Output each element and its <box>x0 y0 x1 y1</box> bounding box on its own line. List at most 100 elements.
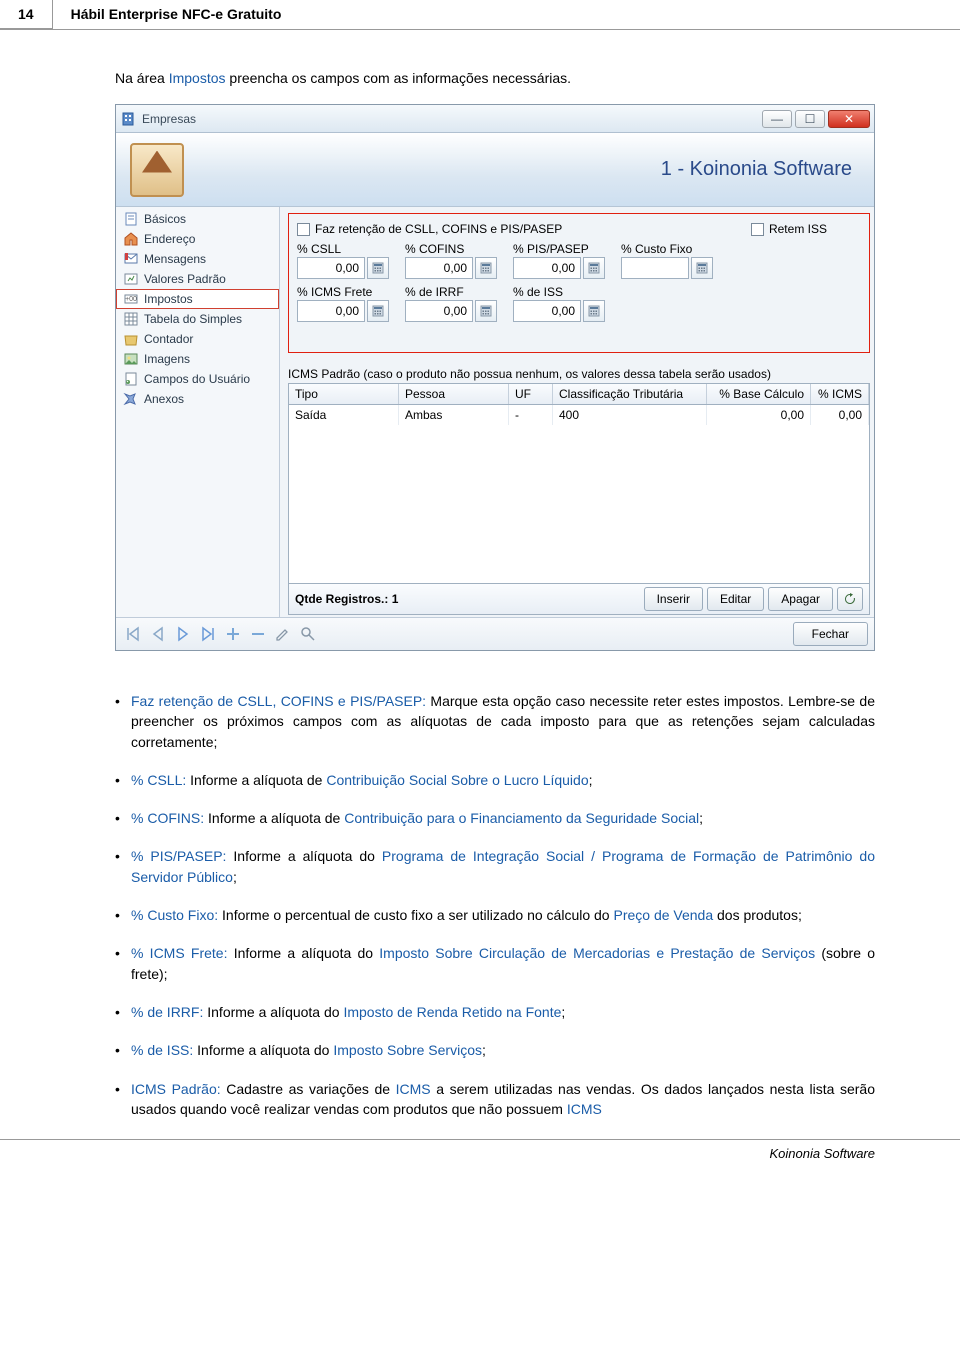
close-button[interactable]: ✕ <box>828 110 870 128</box>
calculator-icon[interactable] <box>475 300 497 322</box>
checkbox-retencao-label: Faz retenção de CSLL, COFINS e PIS/PASEP <box>315 222 562 236</box>
sidebar-item-tabela-do-simples[interactable]: Tabela do Simples <box>116 309 279 329</box>
banner: 1 - Koinonia Software <box>116 133 874 207</box>
sidebar-item-campos-do-usuário[interactable]: Campos do Usuário <box>116 369 279 389</box>
sidebar-item-label: Tabela do Simples <box>144 312 242 326</box>
sidebar: Básicos Endereço Mensagens Valores Padrão +0… <box>116 207 280 617</box>
sidebar-item-label: Básicos <box>144 212 186 226</box>
sidebar-item-básicos[interactable]: Básicos <box>116 209 279 229</box>
sidebar-item-valores-padrão[interactable]: Valores Padrão <box>116 269 279 289</box>
grid-col-pessoa[interactable]: Pessoa <box>399 384 509 404</box>
close-window-button[interactable]: Fechar <box>793 622 868 646</box>
sidebar-item-anexos[interactable]: Anexos <box>116 389 279 409</box>
add-icon[interactable] <box>222 622 244 646</box>
last-icon[interactable] <box>197 622 219 646</box>
sidebar-icon <box>123 391 139 407</box>
refresh-button[interactable] <box>837 587 863 611</box>
calculator-icon[interactable] <box>583 257 605 279</box>
first-icon[interactable] <box>122 622 144 646</box>
list-item: Faz retenção de CSLL, COFINS e PIS/PASEP… <box>115 691 875 752</box>
calculator-icon[interactable] <box>583 300 605 322</box>
field-label: % de ISS <box>513 285 621 299</box>
field-label: % de IRRF <box>405 285 513 299</box>
edit-button[interactable]: Editar <box>707 587 764 611</box>
prev-icon[interactable] <box>147 622 169 646</box>
sidebar-item-label: Campos do Usuário <box>144 372 250 386</box>
field-label: % CSLL <box>297 242 405 256</box>
search-icon[interactable] <box>297 622 319 646</box>
sidebar-item-mensagens[interactable]: Mensagens <box>116 249 279 269</box>
grid-col-tipo[interactable]: Tipo <box>289 384 399 404</box>
calculator-icon[interactable] <box>367 257 389 279</box>
sidebar-item-impostos[interactable]: +00Impostos <box>116 289 279 309</box>
sidebar-icon <box>123 331 139 347</box>
checkbox-retem-iss[interactable] <box>751 223 764 236</box>
sidebar-item-label: Mensagens <box>144 252 206 266</box>
grid-col-uf[interactable]: UF <box>509 384 553 404</box>
checkbox-retencao[interactable] <box>297 223 310 236</box>
grid-col-icms[interactable]: % ICMS <box>811 384 869 404</box>
grid-body: Saída Ambas - 400 0,00 0,00 <box>289 405 869 583</box>
list-item: ICMS Padrão: Cadastre as variações de IC… <box>115 1079 875 1120</box>
banner-text: 1 - Koinonia Software <box>184 158 860 181</box>
calculator-icon[interactable] <box>475 257 497 279</box>
table-row[interactable]: Saída Ambas - 400 0,00 0,00 <box>289 405 869 425</box>
grid-col-class[interactable]: Classificação Tributária <box>553 384 707 404</box>
sidebar-icon <box>123 351 139 367</box>
field-label: % PIS/PASEP <box>513 242 621 256</box>
list-item: % PIS/PASEP: Informe a alíquota do Progr… <box>115 846 875 887</box>
input-row-1 <box>297 257 861 279</box>
sidebar-icon <box>123 251 139 267</box>
highlighted-panel: Faz retenção de CSLL, COFINS e PIS/PASEP… <box>288 213 870 353</box>
list-item: % Custo Fixo: Informe o percentual de cu… <box>115 905 875 925</box>
grid-footer: Qtde Registros.: 1 Inserir Editar Apagar <box>289 583 869 614</box>
label-row-2: % ICMS Frete% de IRRF% de ISS <box>297 285 861 299</box>
percent-input[interactable] <box>513 300 581 322</box>
sidebar-item-label: Imagens <box>144 352 190 366</box>
icms-grid: Tipo Pessoa UF Classificação Tributária … <box>288 383 870 615</box>
list-item: % de IRRF: Informe a alíquota do Imposto… <box>115 1002 875 1022</box>
sidebar-icon <box>123 211 139 227</box>
list-item: % de ISS: Informe a alíquota do Imposto … <box>115 1040 875 1060</box>
maximize-button[interactable]: ☐ <box>795 110 825 128</box>
sidebar-item-label: Anexos <box>144 392 184 406</box>
sidebar-item-label: Valores Padrão <box>144 272 226 286</box>
sidebar-item-label: Contador <box>144 332 193 346</box>
sidebar-item-imagens[interactable]: Imagens <box>116 349 279 369</box>
percent-input[interactable] <box>513 257 581 279</box>
intro-link: Impostos <box>169 70 226 86</box>
calculator-icon[interactable] <box>367 300 389 322</box>
window-title: Empresas <box>142 112 759 126</box>
delete-button[interactable]: Apagar <box>768 587 833 611</box>
bullet-list: Faz retenção de CSLL, COFINS e PIS/PASEP… <box>115 691 875 1119</box>
sidebar-item-label: Endereço <box>144 232 195 246</box>
intro-suffix: preencha os campos com as informações ne… <box>226 70 572 86</box>
sidebar-item-endereço[interactable]: Endereço <box>116 229 279 249</box>
grid-col-base[interactable]: % Base Cálculo <box>707 384 811 404</box>
percent-input[interactable] <box>405 300 473 322</box>
field-label: % Custo Fixo <box>621 242 729 256</box>
field-label: % ICMS Frete <box>297 285 405 299</box>
next-icon[interactable] <box>172 622 194 646</box>
percent-input[interactable] <box>297 257 365 279</box>
house-icon <box>130 143 184 197</box>
sidebar-item-contador[interactable]: Contador <box>116 329 279 349</box>
remove-icon[interactable] <box>247 622 269 646</box>
field-label: % COFINS <box>405 242 513 256</box>
list-item: % CSLL: Informe a alíquota de Contribuiç… <box>115 770 875 790</box>
edit-icon[interactable] <box>272 622 294 646</box>
checkbox-retem-iss-label: Retem ISS <box>769 222 827 236</box>
nav-bar: Fechar <box>116 617 874 650</box>
list-item: % ICMS Frete: Informe a alíquota do Impo… <box>115 943 875 984</box>
minimize-button[interactable]: — <box>762 110 792 128</box>
sidebar-icon <box>123 311 139 327</box>
grid-header: Tipo Pessoa UF Classificação Tributária … <box>289 384 869 405</box>
page-footer: Koinonia Software <box>0 1139 960 1191</box>
percent-input[interactable] <box>405 257 473 279</box>
sidebar-icon <box>123 371 139 387</box>
intro-prefix: Na área <box>115 70 169 86</box>
insert-button[interactable]: Inserir <box>644 587 703 611</box>
percent-input[interactable] <box>621 257 689 279</box>
percent-input[interactable] <box>297 300 365 322</box>
calculator-icon[interactable] <box>691 257 713 279</box>
